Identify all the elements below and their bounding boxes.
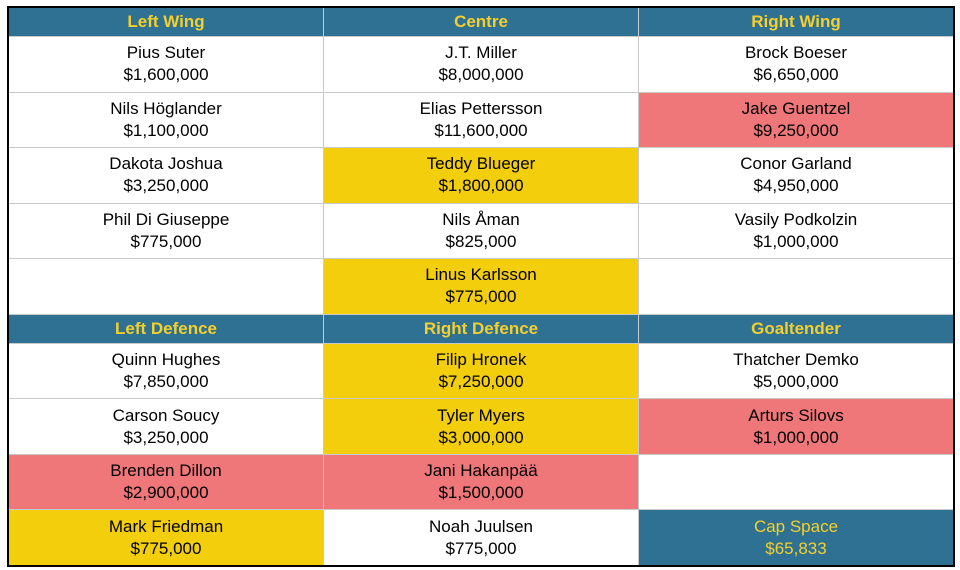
player-cell: Linus Karlsson $775,000 [324,259,638,314]
player-name: Carson Soucy [112,405,220,425]
player-cell: J.T. Miller $8,000,000 [324,37,638,92]
player-cell: Teddy Blueger $1,800,000 [324,148,638,203]
cap-space-cell: Cap Space $65,833 [639,510,953,565]
player-salary: $7,250,000 [438,372,524,392]
position-header: Left Wing [9,8,323,36]
player-cell: Thatcher Demko $5,000,000 [639,343,953,399]
player-cell: Phil Di Giuseppe $775,000 [9,203,323,259]
player-salary: $1,100,000 [123,120,209,140]
depth-chart-table: Left Wing Centre Right Wing Pius Suter $1,60… [7,6,955,567]
player-cell: Brenden Dillon $2,900,000 [9,454,323,510]
player-salary: $2,900,000 [123,483,209,503]
player-name: Conor Garland [740,154,852,174]
player-salary: $1,800,000 [438,176,524,196]
position-header: Right Wing [639,8,953,36]
player-salary: $1,500,000 [438,483,524,503]
player-salary: $1,000,000 [753,427,839,447]
player-salary: $1,000,000 [753,231,839,251]
player-cell: Arturs Silovs $1,000,000 [639,399,953,454]
player-name: Nils Höglander [110,98,222,118]
player-salary: $7,850,000 [123,372,209,392]
player-name: J.T. Miller [445,43,517,63]
player-cell: Jake Guentzel $9,250,000 [639,92,953,148]
player-salary: $775,000 [130,231,202,251]
player-salary: $775,000 [445,287,517,307]
player-salary: $11,600,000 [434,120,528,140]
player-cell: Brock Boeser $6,650,000 [639,37,953,92]
player-cell: Carson Soucy $3,250,000 [9,399,323,454]
player-salary: $8,000,000 [438,65,524,85]
player-cell: Jani Hakanpää $1,500,000 [324,454,638,510]
player-name: Elias Pettersson [419,98,543,118]
player-name: Noah Juulsen [429,516,533,536]
player-cell: Filip Hronek $7,250,000 [324,343,638,399]
cap-space-label: Cap Space [753,516,839,536]
player-cell: Nils Höglander $1,100,000 [9,92,323,148]
player-name: Brock Boeser [744,43,848,63]
player-name: Vasily Podkolzin [734,209,858,229]
player-salary: $3,250,000 [123,176,209,196]
player-name: Jake Guentzel [741,98,851,118]
player-name: Tyler Myers [437,405,525,425]
player-name: Teddy Blueger [426,154,536,174]
position-header: Centre [324,8,638,36]
player-salary: $4,950,000 [753,176,839,196]
player-cell: Noah Juulsen $775,000 [324,510,638,565]
player-salary: $6,650,000 [753,65,839,85]
player-cell: Tyler Myers $3,000,000 [324,399,638,454]
player-salary: $5,000,000 [753,372,839,392]
player-cell: Conor Garland $4,950,000 [639,148,953,203]
player-name: Jani Hakanpää [424,461,538,481]
player-cell [639,259,953,314]
position-header: Goaltender [639,314,953,343]
player-salary: $9,250,000 [753,120,839,140]
player-salary: $3,250,000 [123,427,209,447]
player-name: Quinn Hughes [111,350,221,370]
player-cell: Mark Friedman $775,000 [9,510,323,565]
player-salary: $825,000 [445,231,517,251]
position-header: Right Defence [324,314,638,343]
position-header: Left Defence [9,314,323,343]
player-cell: Pius Suter $1,600,000 [9,37,323,92]
player-name: Phil Di Giuseppe [102,209,230,229]
player-name: Filip Hronek [435,350,527,370]
player-name: Nils Åman [442,209,520,229]
player-salary: $775,000 [445,538,517,558]
player-cell [9,259,323,314]
player-cell [639,454,953,510]
player-cell: Vasily Podkolzin $1,000,000 [639,203,953,259]
player-name: Dakota Joshua [109,154,223,174]
player-cell: Dakota Joshua $3,250,000 [9,148,323,203]
player-salary: $775,000 [130,538,202,558]
player-name: Pius Suter [126,43,206,63]
player-cell: Nils Åman $825,000 [324,203,638,259]
player-name: Brenden Dillon [110,461,222,481]
player-cell: Quinn Hughes $7,850,000 [9,343,323,399]
player-name: Mark Friedman [108,516,224,536]
player-name: Arturs Silovs [748,405,844,425]
player-cell: Elias Pettersson $11,600,000 [324,92,638,148]
player-salary: $3,000,000 [438,427,524,447]
player-salary: $1,600,000 [123,65,209,85]
player-name: Linus Karlsson [425,265,537,285]
player-name: Thatcher Demko [733,350,859,370]
cap-space-value: $65,833 [765,538,827,558]
